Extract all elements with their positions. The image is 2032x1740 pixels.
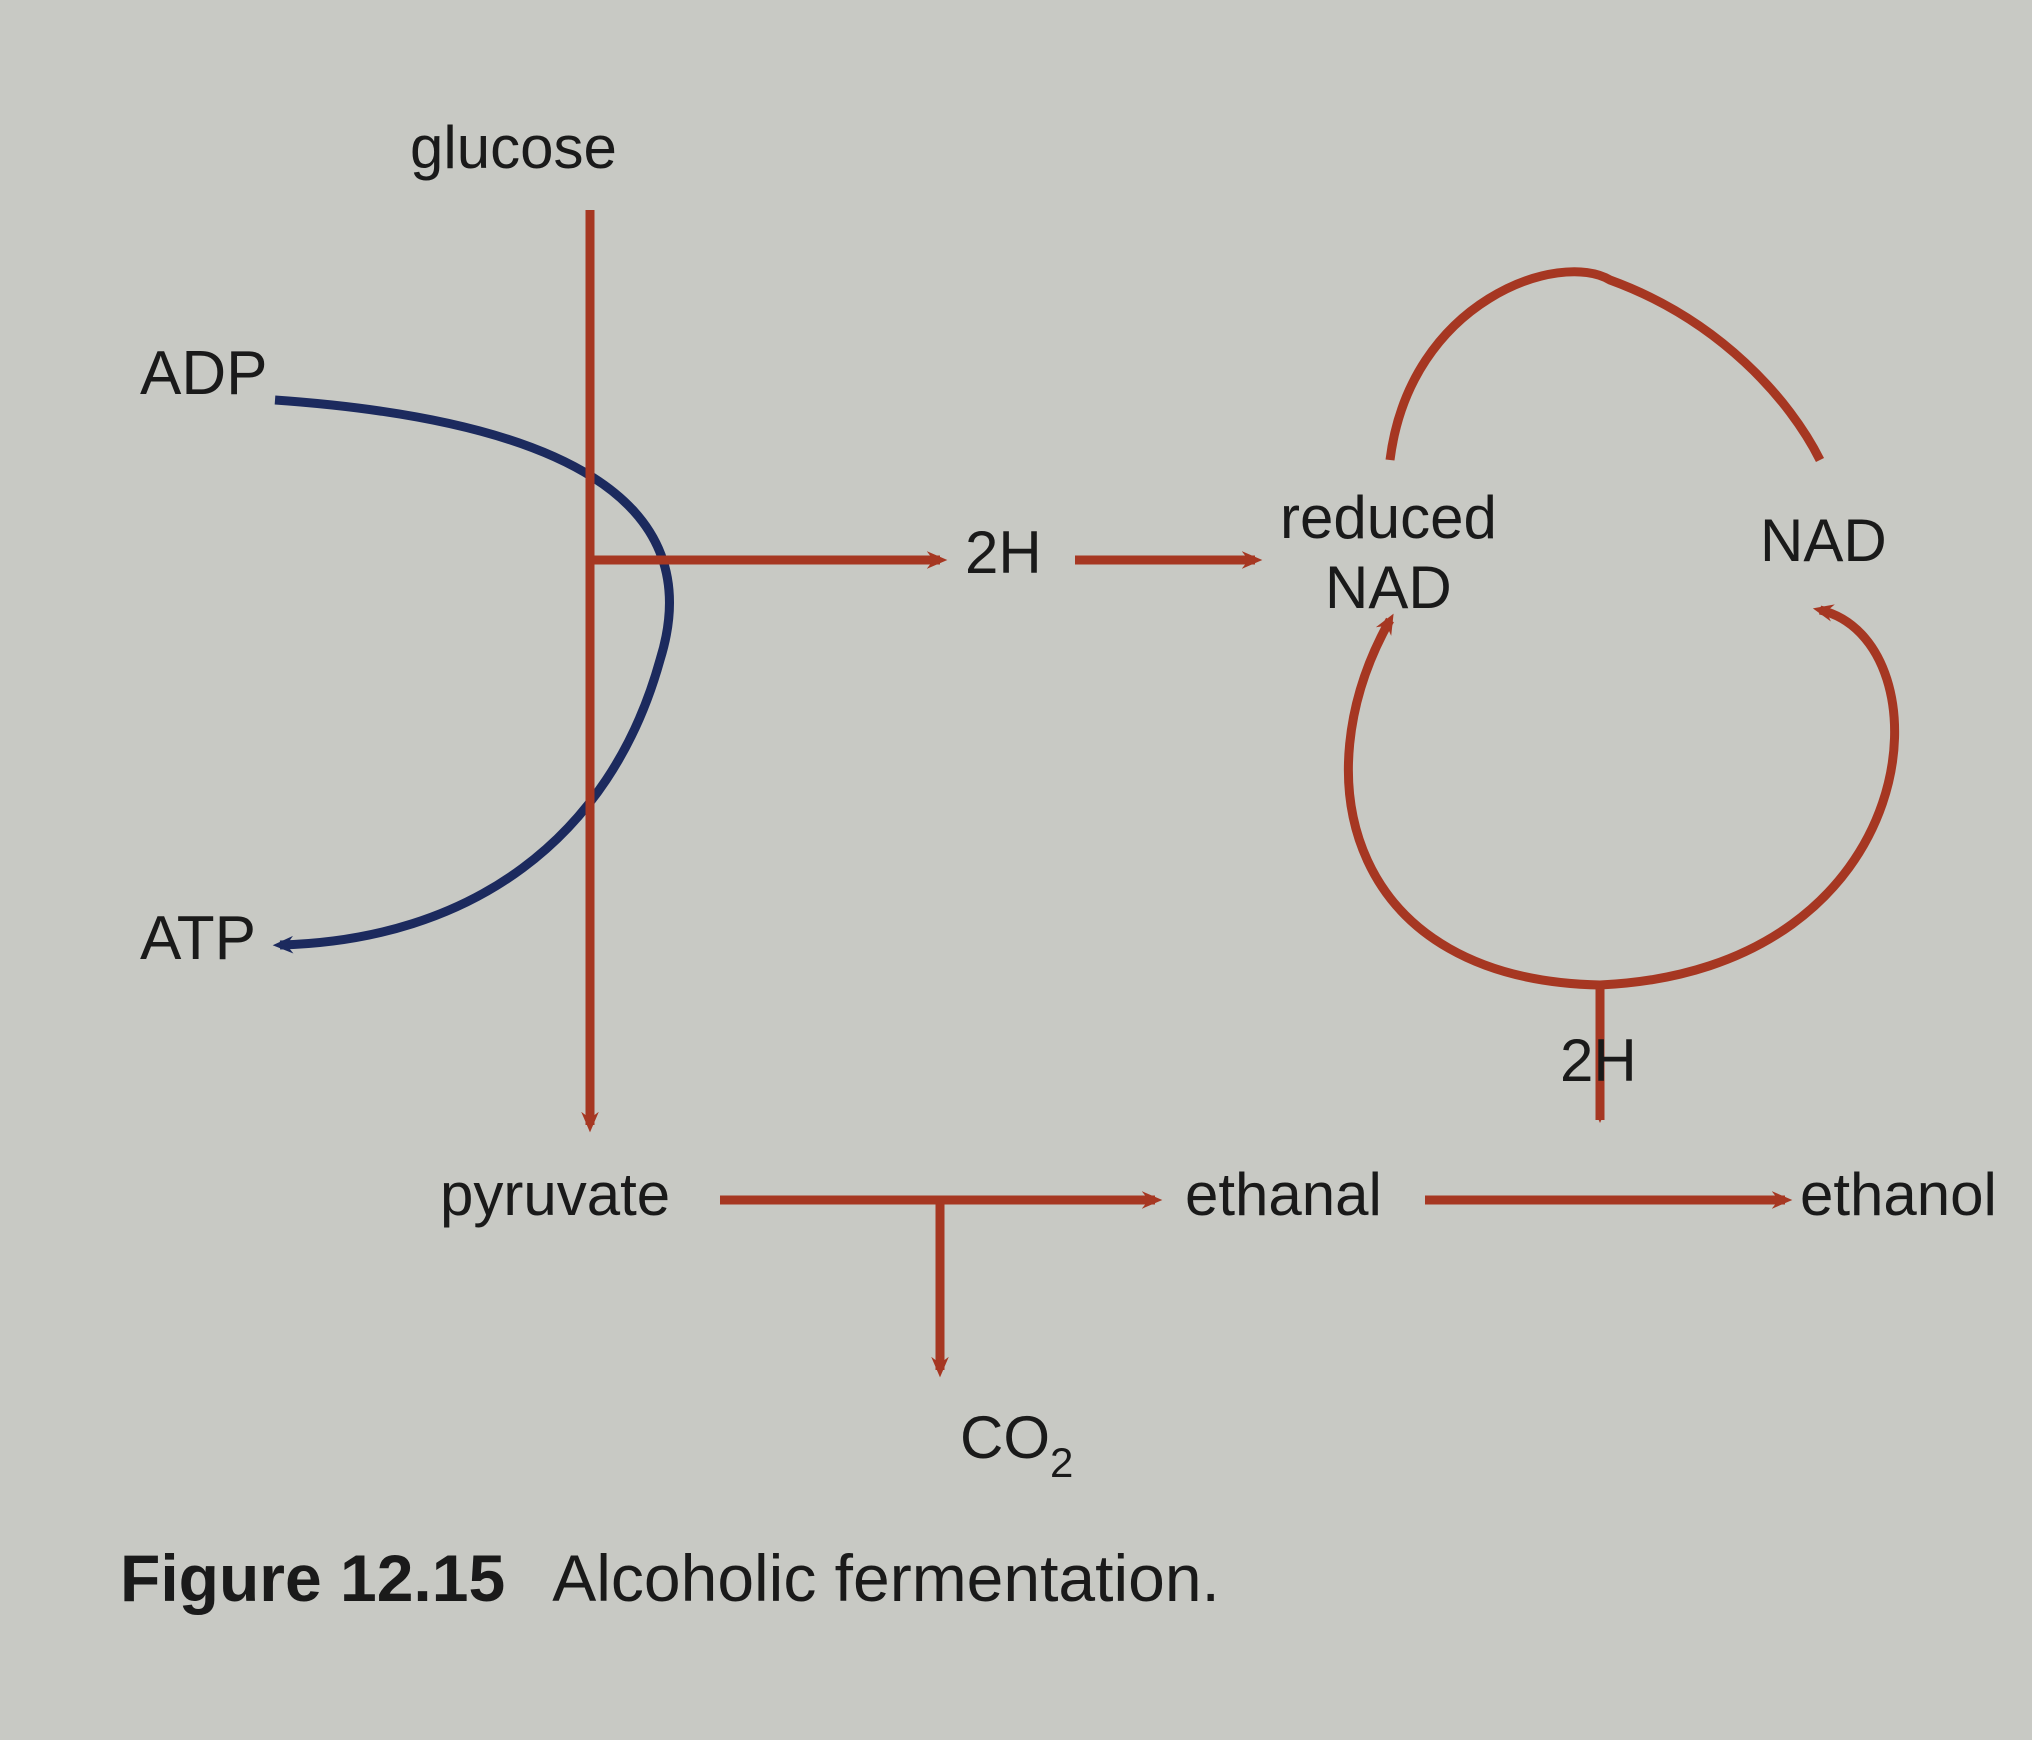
label-adp: ADP [140,340,267,408]
label-ethanol: ethanol [1800,1162,1997,1228]
caption-prefix: Figure 12.15 [120,1541,505,1615]
label-pyruvate: pyruvate [440,1162,670,1228]
label-atp: ATP [140,905,256,973]
label-reduced: reduced [1280,485,1497,551]
arrow-atp-cycle [275,400,670,945]
label-co2: CO2 [960,1405,1073,1480]
diagram-stage: glucose ADP ATP 2H reduced NAD NAD 2H py… [0,0,2032,1740]
label-2h-lower: 2H [1560,1028,1637,1094]
label-co2-co: CO [960,1404,1050,1471]
label-ethanal: ethanal [1185,1162,1382,1228]
figure-caption: Figure 12.15 Alcoholic fermentation. [120,1540,1220,1616]
label-2h-upper: 2H [965,520,1042,586]
label-co2-sub: 2 [1050,1439,1073,1486]
arrow-nad-cycle-left [1348,620,1600,985]
caption-title: Alcoholic fermentation. [552,1541,1220,1615]
label-glucose: glucose [410,115,617,181]
arrow-nad-cycle-right [1600,610,1895,985]
label-reduced-nad: NAD [1325,555,1452,621]
label-nad: NAD [1760,508,1887,574]
arrow-nad-cycle-top [1390,272,1820,460]
